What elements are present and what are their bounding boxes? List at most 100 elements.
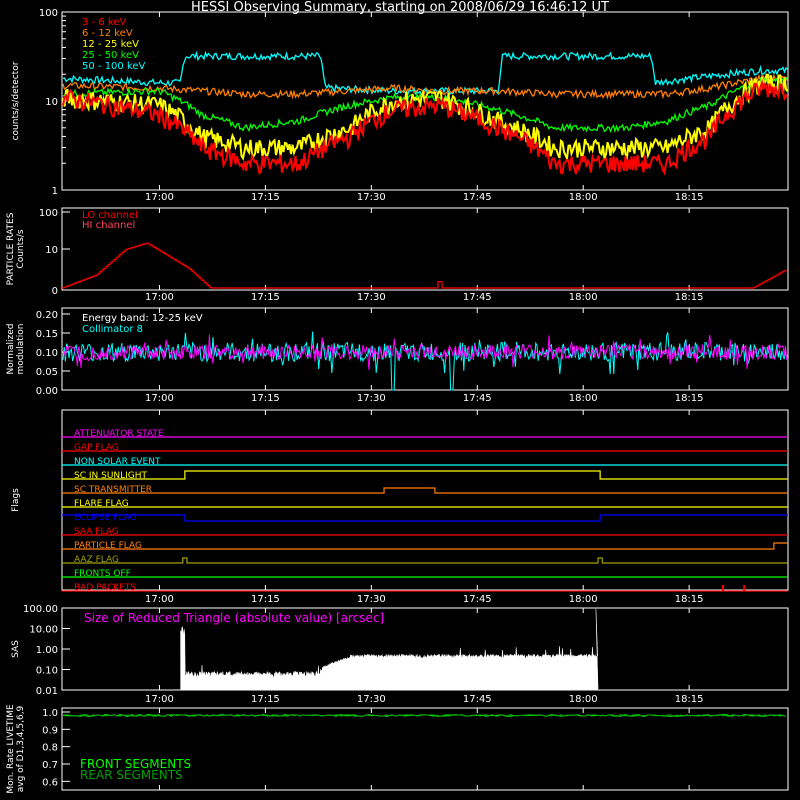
particle-rates-legend-entry: HI channel [82, 220, 135, 231]
count-rates-xtick-label: 17:30 [357, 192, 386, 203]
livetime-ytick-label: 0.8 [42, 743, 58, 754]
count-rates-legend-entry: 25 - 50 keV [82, 50, 139, 61]
flag-line [62, 487, 788, 494]
flag-line [62, 514, 788, 522]
livetime-series-line [62, 714, 787, 717]
particle-rates-xtick-label: 18:15 [675, 292, 704, 303]
modulation-ytick-label: 0.10 [36, 348, 58, 359]
modulation-ytick-label: 0.15 [36, 329, 58, 340]
sas-xtick-label: 18:15 [675, 694, 704, 705]
modulation-series-line [62, 334, 788, 371]
flag-label: FRONTS OFF [74, 569, 131, 579]
count-rates-xtick-label: 18:00 [569, 192, 598, 203]
particle-rates-legend-entry: LO channel [82, 210, 138, 221]
livetime-ylabel: Mon. Rate LIVETIME [6, 704, 16, 794]
livetime-ylabel: avg of D1,3,4,5,6,9 [16, 705, 26, 792]
livetime-frame [61, 707, 789, 791]
particle-rates-ylabel: Counts/s [16, 229, 26, 268]
flag-label: SAA FLAG [74, 527, 119, 537]
particle-rates-ylabel: PARTICLE RATES [6, 212, 16, 285]
count-rates-legend-entry: 50 - 100 keV [82, 61, 146, 72]
count-rates-ytick-label: 100 [39, 8, 58, 19]
modulation-series-line [62, 331, 789, 391]
count-rates-ylabel: counts/s/detector [11, 61, 21, 140]
modulation-ytick-label: 0.05 [36, 367, 58, 378]
modulation-frame [61, 307, 789, 391]
flag-label: AAZ FLAG [74, 555, 119, 565]
flag-label: SC IN SUNLIGHT [74, 471, 148, 481]
count-rates-legend-entry: 3 - 6 keV [82, 17, 126, 28]
modulation-legend-entry: Collimator 8 [82, 324, 143, 335]
particle-rates-xtick-label: 17:30 [357, 292, 386, 303]
flags-xtick-label: 18:15 [675, 594, 704, 605]
particle-rates-frame [61, 207, 789, 291]
sas-xtick-label: 18:00 [569, 694, 598, 705]
sas-ytick-label: 100.00 [23, 604, 58, 615]
sas-annotation: Size of Reduced Triangle (absolute value… [84, 611, 384, 625]
modulation-annotation: Energy band: 12-25 keV [82, 313, 203, 324]
sas-ytick-label: 0.10 [36, 666, 58, 677]
modulation-xtick-label: 18:15 [675, 393, 704, 404]
modulation-xtick-label: 17:45 [463, 393, 492, 404]
flags-frame [61, 409, 789, 591]
sas-xtick-label: 17:45 [463, 694, 492, 705]
sas-ytick-label: 10.00 [29, 625, 58, 636]
flag-label: FLARE FLAG [74, 499, 129, 509]
count-rates-ytick-label: 10 [45, 97, 58, 108]
livetime-ytick-label: 0.7 [42, 760, 58, 771]
flags-xtick-label: 17:45 [463, 594, 492, 605]
flag-label: PARTICLE FLAG [74, 541, 142, 551]
livetime-ytick-label: 0.6 [42, 777, 58, 788]
flag-line [62, 542, 788, 550]
livetime-legend-entry: REAR SEGMENTS [80, 768, 183, 782]
flags-xtick-label: 17:15 [251, 594, 280, 605]
flag-label: NON SOLAR EVENT [74, 457, 161, 467]
count-rates-xtick-label: 17:00 [145, 192, 174, 203]
particle-rates-xtick-label: 17:00 [145, 292, 174, 303]
flag-label: BAD PACKETS [74, 583, 136, 593]
count-rates-xtick-label: 17:45 [463, 192, 492, 203]
sas-xtick-label: 17:00 [145, 694, 174, 705]
sas-ytick-label: 1.00 [36, 645, 58, 656]
particle-rates-ytick-label: 10 [45, 245, 58, 256]
plot-title: HESSI Observing Summary, starting on 200… [191, 0, 609, 15]
flags-ylabel: Flags [11, 488, 21, 512]
count-rates-legend-entry: 6 - 12 keV [82, 28, 133, 39]
count-rates-legend-entry: 12 - 25 keV [82, 39, 139, 50]
sas-xtick-label: 17:15 [251, 694, 280, 705]
modulation-ytick-label: 0.00 [36, 386, 58, 397]
flags-xtick-label: 17:00 [145, 594, 174, 605]
sas-ylabel: SAS [11, 640, 21, 658]
modulation-ylabel: modulation [16, 324, 26, 375]
livetime-ytick-label: 1.0 [42, 708, 58, 719]
modulation-xtick-label: 18:00 [569, 393, 598, 404]
flags-xtick-label: 18:00 [569, 594, 598, 605]
modulation-ytick-label: 0.20 [36, 310, 58, 321]
particle-lo-channel-line [62, 242, 787, 289]
flags-xtick-label: 17:30 [357, 594, 386, 605]
count-rates-series-line [62, 73, 789, 100]
particle-rates-ytick-label: 0 [52, 286, 58, 297]
modulation-ylabel: Normalized [6, 323, 16, 374]
sas-triangle-size-trace [180, 608, 599, 691]
particle-rates-xtick-label: 17:45 [463, 292, 492, 303]
flag-label: SC TRANSMITTER [74, 485, 152, 495]
flag-label: GAP FLAG [74, 443, 119, 453]
particle-rates-ytick-label: 100 [39, 208, 58, 219]
sas-ytick-label: 0.01 [36, 686, 58, 697]
flag-line [62, 557, 788, 564]
flag-label: ATTENUATOR STATE [74, 429, 164, 439]
modulation-xtick-label: 17:15 [251, 393, 280, 404]
count-rates-xtick-label: 17:15 [251, 192, 280, 203]
livetime-legend-entry: FRONT SEGMENTS [80, 757, 191, 771]
particle-rates-xtick-label: 18:00 [569, 292, 598, 303]
particle-rates-xtick-label: 17:15 [251, 292, 280, 303]
modulation-xtick-label: 17:00 [145, 393, 174, 404]
flag-line [62, 470, 788, 480]
flag-label: ECLIPSE FLAG [74, 513, 137, 523]
livetime-ytick-label: 0.9 [42, 725, 58, 736]
count-rates-ytick-label: 1 [52, 186, 58, 197]
count-rates-xtick-label: 18:15 [675, 192, 704, 203]
